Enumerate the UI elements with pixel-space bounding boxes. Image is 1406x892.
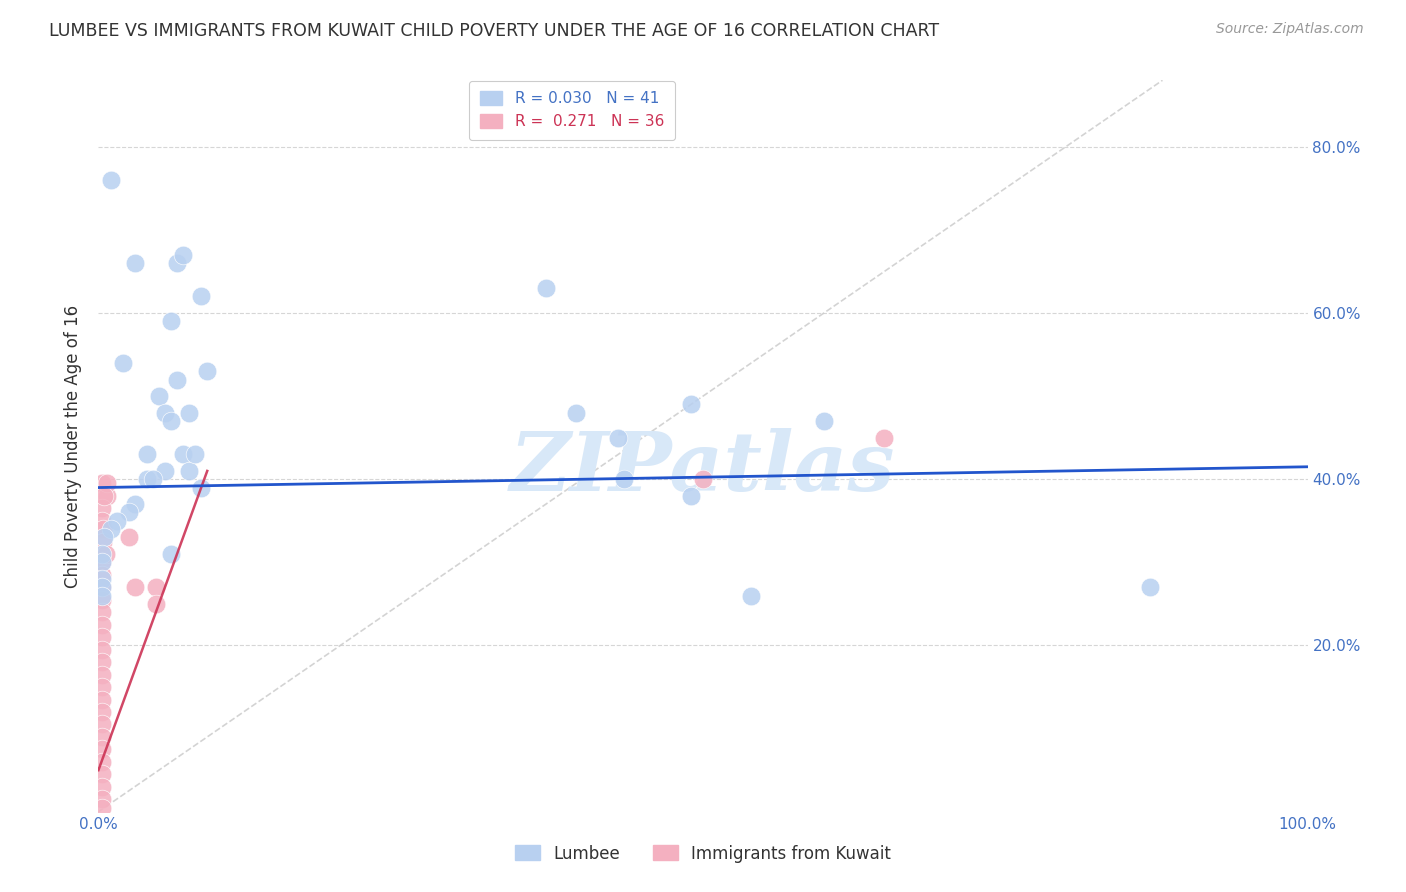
Point [91,555,114,569]
Point [613,472,636,486]
Point [100,173,122,187]
Point [166,372,188,386]
Point [145,580,167,594]
Point [91,692,114,706]
Point [91,534,114,549]
Text: ZIPatlas: ZIPatlas [510,428,896,508]
Point [195,364,218,378]
Point [91,630,114,644]
Point [91,547,114,561]
Point [190,289,212,303]
Point [93,530,115,544]
Point [179,406,201,420]
Point [679,397,702,411]
Point [91,717,114,731]
Y-axis label: Child Poverty Under the Age of 16: Child Poverty Under the Age of 16 [65,304,83,588]
Point [96,476,118,491]
Point [607,431,630,445]
Point [91,780,114,794]
Point [91,792,114,806]
Point [160,414,183,428]
Point [91,572,114,586]
Point [91,755,114,769]
Point [91,580,114,594]
Point [813,414,835,428]
Point [179,464,201,478]
Point [692,472,714,486]
Point [91,767,114,781]
Point [91,642,114,657]
Point [142,472,165,486]
Point [91,605,114,619]
Point [91,705,114,719]
Text: LUMBEE VS IMMIGRANTS FROM KUWAIT CHILD POVERTY UNDER THE AGE OF 16 CORRELATION C: LUMBEE VS IMMIGRANTS FROM KUWAIT CHILD P… [49,22,939,40]
Point [105,514,128,528]
Point [160,314,183,328]
Point [91,730,114,744]
Point [91,617,114,632]
Point [153,464,176,478]
Point [135,447,157,461]
Point [91,680,114,694]
Point [93,489,115,503]
Point [91,592,114,607]
Point [534,281,557,295]
Point [91,655,114,669]
Point [91,522,114,536]
Point [153,406,176,420]
Point [740,589,762,603]
Point [91,580,114,594]
Point [184,447,207,461]
Point [91,800,114,814]
Text: Source: ZipAtlas.com: Source: ZipAtlas.com [1216,22,1364,37]
Point [91,501,114,516]
Point [91,589,114,603]
Point [172,248,194,262]
Point [166,256,188,270]
Point [91,742,114,756]
Point [190,481,212,495]
Point [148,389,170,403]
Point [565,406,588,420]
Point [124,580,146,594]
Point [91,567,114,582]
Point [145,597,167,611]
Point [100,522,122,536]
Point [1139,580,1161,594]
Point [679,489,702,503]
Legend: Lumbee, Immigrants from Kuwait: Lumbee, Immigrants from Kuwait [508,838,898,869]
Point [124,497,146,511]
Point [91,667,114,681]
Point [172,447,194,461]
Point [160,547,183,561]
Point [91,476,114,491]
Point [118,530,141,544]
Point [124,256,146,270]
Point [91,555,114,569]
Point [111,356,134,370]
Point [94,547,117,561]
Point [96,489,118,503]
Point [135,472,157,486]
Point [91,514,114,528]
Point [873,431,896,445]
Point [118,506,141,520]
